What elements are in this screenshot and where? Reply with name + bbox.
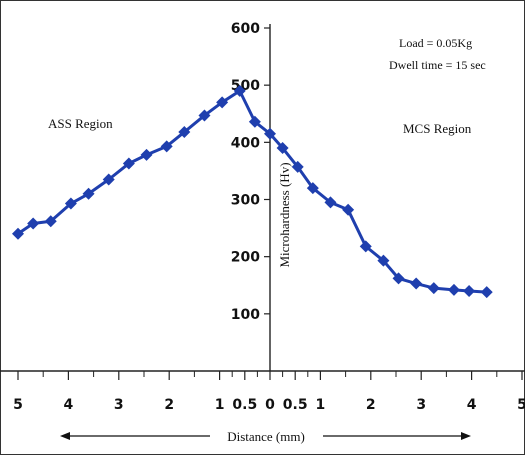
x-tick-label: 5 [517,397,525,413]
data-point [342,203,355,216]
data-point [248,115,261,128]
data-point [306,182,319,195]
load-annotation: Load = 0.05Kg [399,36,472,50]
data-point [82,187,95,200]
data-point [44,215,57,228]
data-point [291,160,304,173]
x-tick-group: 5 4 3 2 1 0.5 0 0.5 1 2 3 4 5 [13,371,525,413]
x-tick-label: 4 [64,397,74,413]
data-point [233,84,246,97]
data-point [410,277,423,290]
x-axis-label-group: Distance (mm) [60,429,471,444]
x-tick-label: 3 [114,397,124,413]
data-point [463,284,476,297]
data-point [140,148,153,161]
data-point [64,197,77,210]
data-point [276,142,289,155]
x-tick-label: 0.5 [283,397,308,413]
mcs-region-label: MCS Region [403,121,472,136]
data-point [178,126,191,139]
dwell-time-annotation: Dwell time = 15 sec [389,58,486,72]
x-tick-label: 3 [416,397,426,413]
data-point [359,240,372,253]
data-point [160,140,173,153]
ass-region-label: ASS Region [48,116,113,131]
data-point [102,173,115,186]
axes [0,24,525,372]
data-point [216,96,229,109]
y-tick-label: 100 [231,307,260,323]
y-tick-label: 600 [231,21,260,37]
x-tick-label: 4 [467,397,477,413]
y-axis-label: Microhardness (Hv) [277,162,292,267]
x-tick-label: 2 [366,397,376,413]
data-point [480,286,493,299]
y-tick-label: 400 [231,135,260,151]
series-group [12,84,493,299]
data-point [427,282,440,295]
x-tick-label: 5 [13,397,23,413]
data-point [377,254,390,267]
right-arrow-head [461,432,471,440]
data-point [324,196,337,209]
x-tick-label: 1 [316,397,326,413]
x-tick-label: 2 [164,397,174,413]
data-point [264,127,276,140]
left-arrow-head [60,432,70,440]
x-tick-label: 0 [265,397,275,413]
data-point [12,227,24,240]
data-point [198,109,211,122]
x-tick-label: 1 [215,397,225,413]
y-tick-label: 200 [231,250,260,266]
series-line [17,89,487,294]
data-point [27,217,40,230]
data-point [122,157,135,170]
data-point [392,272,405,285]
data-point [447,283,460,296]
x-axis-label: Distance (mm) [227,429,305,444]
x-tick-label: 0.5 [232,397,257,413]
y-tick-label: 300 [231,193,260,209]
